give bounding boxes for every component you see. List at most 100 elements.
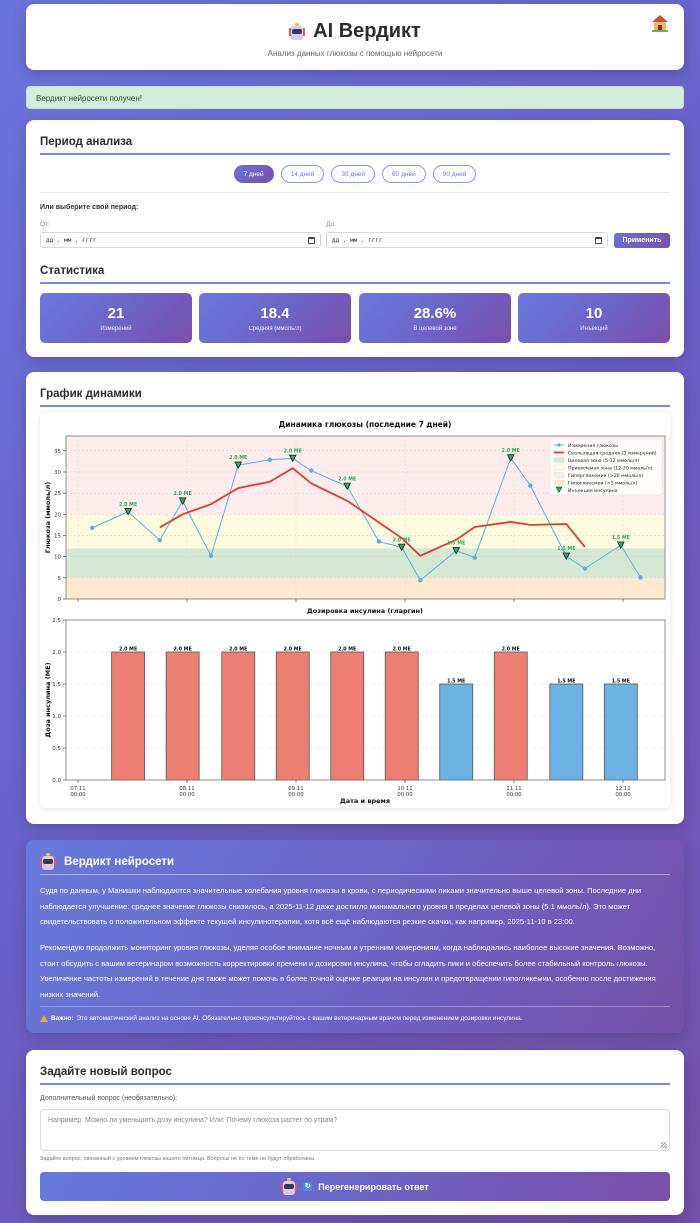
- chart-card: График динамики Динамика глюкозы (послед…: [26, 372, 684, 824]
- warning-label: Важно:: [51, 1015, 74, 1022]
- legend-swatch: [553, 457, 565, 463]
- calendar-icon[interactable]: [308, 237, 315, 244]
- period-title: Период анализа: [40, 136, 133, 148]
- injection-label: 2.0 МЕ: [393, 537, 411, 543]
- robot-icon: [40, 853, 56, 871]
- stat-label: В целевой зоне: [413, 326, 457, 332]
- custom-period-label: Или выберите свой период:: [40, 204, 139, 211]
- apply-button[interactable]: Применить: [614, 233, 670, 248]
- injection-marker: [343, 482, 352, 491]
- warning-icon: [40, 1015, 48, 1022]
- verdict-title-text: Вердикт нейросети: [64, 856, 175, 868]
- legend-label: Гипергликемия (>20 ммоль/л): [568, 473, 643, 479]
- x-tick-label: 10.11: [397, 786, 412, 792]
- injection-label: 2.0 МЕ: [174, 491, 192, 497]
- bar-chart-title: Дозировка инсулина (гларгин): [307, 607, 423, 615]
- question-hint: Задайте вопрос, связанный с уровнем глюк…: [40, 1156, 316, 1162]
- injection-label: 2.0 МЕ: [229, 455, 247, 461]
- regenerate-button[interactable]: ↻ Перегенерировать ответ: [40, 1172, 670, 1201]
- y-tick-label: 15: [54, 533, 61, 539]
- legend-box: [549, 438, 663, 496]
- refresh-icon: ↻: [303, 1182, 313, 1191]
- question-field-label: Дополнительный вопрос (необязательно):: [40, 1095, 178, 1102]
- legend-label: Скользящая средняя (5 измерений): [568, 449, 657, 456]
- period-divider: [40, 192, 670, 193]
- bar-label: 2.0 МЕ: [284, 647, 302, 653]
- y-tick-label: 25: [54, 491, 61, 497]
- insulin-bar: [111, 651, 146, 781]
- injection-marker: [288, 454, 297, 463]
- injection-marker: [562, 552, 571, 560]
- robot-icon: [281, 1177, 298, 1196]
- warning-text: Это автоматический анализ на основе AI. …: [76, 1015, 523, 1022]
- from-date-placeholder: дд . мм . гггг: [46, 237, 97, 244]
- glucose-point: [157, 537, 162, 543]
- y-tick-label: 2.0: [52, 650, 61, 656]
- preset-7-days[interactable]: 7 дней: [233, 165, 274, 183]
- insulin-bar: [330, 651, 365, 781]
- insulin-bar: [275, 651, 310, 781]
- zone-band: [66, 577, 665, 599]
- x-tick-label: 12.11: [615, 786, 630, 792]
- page-title: AI Вердикт: [26, 20, 684, 43]
- y-tick-label: 10: [54, 555, 61, 561]
- home-button[interactable]: [652, 15, 668, 32]
- y-tick-label: 0.5: [52, 746, 61, 752]
- period-title-underline: [40, 153, 670, 155]
- bar-label: 2.0 МЕ: [502, 647, 520, 653]
- injection-label: 2.0 МЕ: [502, 448, 520, 454]
- legend-swatch: [557, 443, 561, 447]
- glucose-insulin-chart: Динамика глюкозы (последние 7 дней) 0 5 10 1…: [44, 420, 666, 805]
- x-tick-label: 07.11: [70, 786, 85, 792]
- verdict-paragraph: Судя по данным, у Манишки наблюдаются зн…: [40, 886, 642, 926]
- preset-60-days[interactable]: 60 дней: [382, 165, 426, 183]
- regenerate-label: Перегенерировать ответ: [318, 1181, 429, 1192]
- preset-90-days[interactable]: 90 дней: [432, 165, 477, 183]
- injection-marker: [178, 497, 187, 505]
- glucose-point: [376, 539, 382, 544]
- page-title-text: AI Вердикт: [313, 20, 421, 42]
- resize-handle[interactable]: [661, 1142, 667, 1148]
- to-label: До:: [326, 221, 336, 228]
- legend-label: Измерения глюкозы: [568, 443, 618, 449]
- to-date-input[interactable]: дд . мм . гггг: [326, 232, 608, 248]
- legend-label: Приемлемая зона (12-20 ммоль/л): [568, 465, 653, 471]
- question-input[interactable]: [40, 1109, 670, 1151]
- robot-icon: [289, 22, 306, 41]
- header-card: AI Вердикт Анализ данных глюкозы с помощ…: [26, 4, 684, 70]
- injection-marker: [124, 508, 133, 516]
- preset-30-days[interactable]: 30 дней: [331, 165, 376, 183]
- y-tick-label: 20: [54, 512, 61, 518]
- bar-label: 2.0 МЕ: [119, 647, 137, 653]
- preset-14-days[interactable]: 14 дней: [280, 165, 325, 183]
- bar-label: 2.0 МЕ: [229, 647, 247, 653]
- bar-label: 1.5 МЕ: [557, 679, 575, 685]
- injection-label: 2.0 МЕ: [338, 476, 356, 482]
- stat-average: 18.4 Средняя (ммоль/л): [199, 293, 351, 343]
- stat-label: Инъекций: [580, 326, 608, 332]
- chart-title: Динамика глюкозы (последние 7 дней): [279, 420, 452, 429]
- stat-value: 21: [107, 305, 125, 322]
- question-title-underline: [40, 1083, 670, 1085]
- injection-marker: [506, 454, 515, 462]
- chart-title-underline: [40, 405, 670, 407]
- injection-label: 1.5 МЕ: [557, 546, 575, 552]
- zone-band: [66, 514, 665, 549]
- verdict-title: Вердикт нейросети: [40, 853, 174, 871]
- y-tick-label: 0.0: [52, 778, 61, 784]
- calendar-icon[interactable]: [595, 237, 602, 244]
- from-date-input[interactable]: дд . мм . гггг: [40, 232, 321, 248]
- glucose-point: [208, 553, 214, 559]
- from-label: От:: [40, 221, 50, 228]
- zone-band: [66, 548, 665, 578]
- legend-label: Целевая зона (5-12 ммоль/л): [568, 458, 639, 464]
- verdict-paragraph: Рекомендую продолжить мониторинг уровня …: [40, 943, 656, 999]
- injection-marker: [397, 543, 406, 552]
- verdict-warning: Важно: Это автоматический анализ на осно…: [40, 1015, 522, 1022]
- stats-title-underline: [40, 282, 670, 284]
- bar-label: 2.0 МЕ: [393, 647, 411, 653]
- glucose-point: [638, 575, 643, 580]
- bar-label: 1.5 МЕ: [612, 679, 630, 685]
- bar-label: 1.5 МЕ: [447, 679, 465, 685]
- stat-in-target: 28.6% В целевой зоне: [359, 293, 511, 343]
